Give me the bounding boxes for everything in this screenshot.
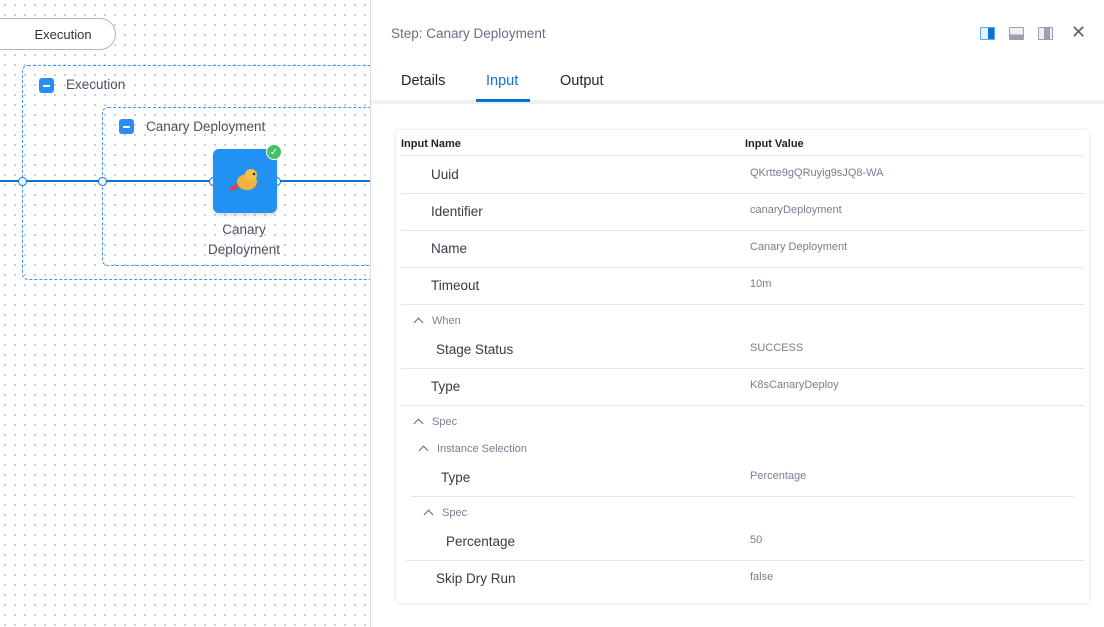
canary-step-node[interactable] xyxy=(213,149,277,213)
float-icon[interactable] xyxy=(1038,27,1053,40)
row-name: Identifier xyxy=(431,204,483,219)
divider xyxy=(401,304,1084,305)
row-name: Name xyxy=(431,241,468,256)
row-value: false xyxy=(750,571,774,583)
row-name: Type xyxy=(441,470,471,485)
step-group xyxy=(102,107,370,266)
row-name: Skip Dry Run xyxy=(436,571,516,586)
input-table: Input Name Input Value Uuid QKrtte9gQRuy… xyxy=(396,130,1089,603)
row-name: Type xyxy=(431,379,461,394)
tab-input[interactable]: Input xyxy=(486,73,519,89)
collapse-icon[interactable] xyxy=(39,78,54,93)
port xyxy=(98,177,107,186)
pipeline-connector xyxy=(0,180,370,182)
tab-details[interactable]: Details xyxy=(401,73,446,89)
row-name: Timeout xyxy=(431,278,480,293)
section-label: Spec xyxy=(442,507,468,519)
column-header-name: Input Name xyxy=(401,138,461,150)
divider xyxy=(401,155,1084,156)
section-spec-nested[interactable]: Spec xyxy=(423,507,468,520)
canary-bird-icon xyxy=(230,169,257,191)
column-header-value: Input Value xyxy=(745,138,804,150)
collapse-icon[interactable] xyxy=(119,119,134,134)
port xyxy=(18,177,27,186)
row-value: 50 xyxy=(750,534,763,546)
section-spec[interactable]: Spec xyxy=(413,416,458,429)
divider xyxy=(411,496,1074,497)
row-value: Canary Deployment xyxy=(750,241,848,253)
section-label: When xyxy=(432,315,461,327)
tab-bar: Details Input Output xyxy=(371,66,1104,104)
dock-right-icon[interactable] xyxy=(980,27,995,40)
stage-pill[interactable]: Execution xyxy=(0,18,116,50)
section-when[interactable]: When xyxy=(413,315,461,328)
chevron-up-icon xyxy=(423,509,434,520)
divider xyxy=(401,267,1084,268)
step-group-label: Canary Deployment xyxy=(146,119,266,134)
tab-output[interactable]: Output xyxy=(560,73,604,89)
close-icon[interactable]: ✕ xyxy=(1071,22,1087,42)
chevron-up-icon xyxy=(413,317,424,328)
row-value: Percentage xyxy=(750,470,807,482)
step-details-panel: Step: Canary Deployment ✕ Details Input … xyxy=(370,0,1104,627)
row-value: SUCCESS xyxy=(750,342,804,354)
divider xyxy=(406,560,1084,561)
active-tab-indicator xyxy=(476,99,530,102)
section-label: Instance Selection xyxy=(437,443,527,455)
pipeline-canvas[interactable]: Execution Execution Canary Deployment ✓ … xyxy=(0,0,370,627)
row-value: QKrtte9gQRuyig9sJQ8-WA xyxy=(750,167,884,179)
row-name: Stage Status xyxy=(436,342,514,357)
row-value: K8sCanaryDeploy xyxy=(750,379,839,391)
panel-title: Step: Canary Deployment xyxy=(391,26,546,41)
row-value: 10m xyxy=(750,278,772,290)
dock-bottom-icon[interactable] xyxy=(1009,27,1024,40)
section-label: Spec xyxy=(432,416,458,428)
divider xyxy=(401,230,1084,231)
node-label: Canary Deployment xyxy=(207,222,281,257)
row-name: Uuid xyxy=(431,167,459,182)
divider xyxy=(401,193,1084,194)
divider xyxy=(401,368,1084,369)
execution-group xyxy=(22,65,370,280)
section-instance-selection[interactable]: Instance Selection xyxy=(418,443,527,456)
divider xyxy=(401,405,1084,406)
chevron-up-icon xyxy=(418,445,429,456)
chevron-up-icon xyxy=(413,418,424,429)
success-check-icon: ✓ xyxy=(266,144,282,160)
execution-group-label: Execution xyxy=(66,77,126,92)
row-value: canaryDeployment xyxy=(750,204,842,216)
row-name: Percentage xyxy=(446,534,516,549)
